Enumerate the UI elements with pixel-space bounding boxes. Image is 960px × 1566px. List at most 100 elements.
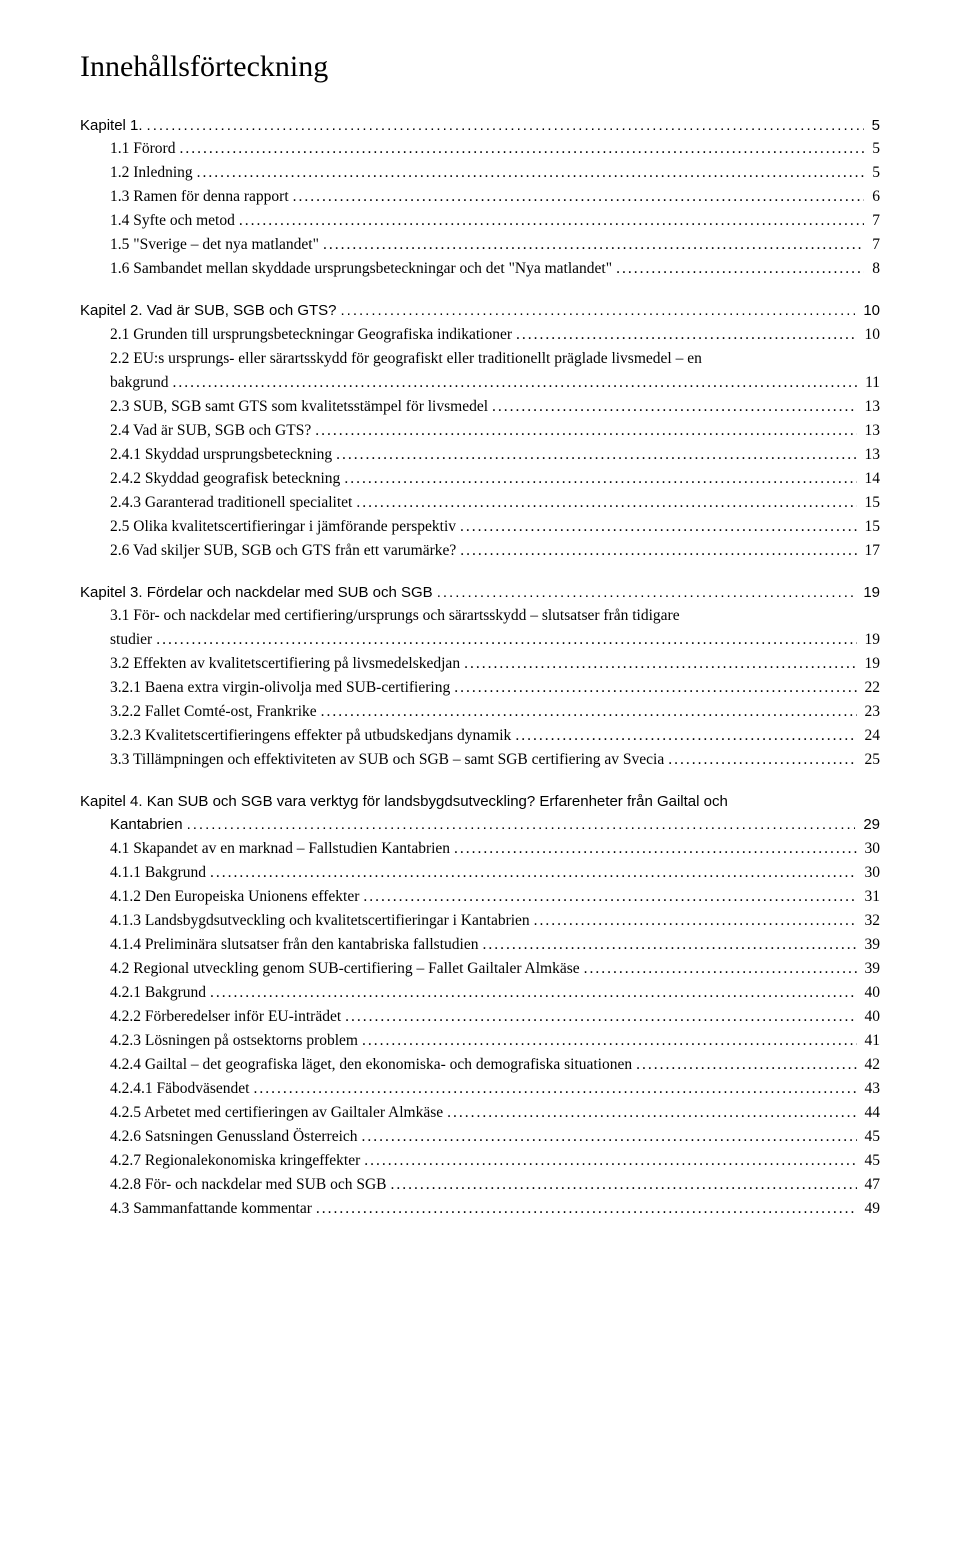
toc-entry-page: 47 <box>861 1173 881 1197</box>
toc-entry: 4.2.8 För- och nackdelar med SUB och SGB… <box>80 1173 880 1197</box>
toc-leader <box>391 1173 857 1197</box>
toc-entry-label: 4.2.3 Lösningen på ostsektorns problem <box>110 1029 358 1053</box>
toc-entry: 4.2.1 Bakgrund40 <box>80 981 880 1005</box>
toc-chapter-page: 29 <box>859 813 880 836</box>
toc-section: Kapitel 3. Fördelar och nackdelar med SU… <box>80 581 880 772</box>
toc-entry-page: 5 <box>868 161 880 185</box>
toc-entry-label: 3.1 För- och nackdelar med certifiering/… <box>110 604 680 628</box>
toc-entry: 2.2 EU:s ursprungs- eller särartsskydd f… <box>80 347 880 371</box>
toc-entry: 1.4 Syfte och metod7 <box>80 209 880 233</box>
toc-entry-label: 4.2.7 Regionalekonomiska kringeffekter <box>110 1149 360 1173</box>
toc-entry-page: 31 <box>861 885 881 909</box>
toc-entry-page: 49 <box>861 1197 881 1221</box>
table-of-contents: Kapitel 1. 51.1 Förord51.2 Inledning 5 1.3 … <box>80 114 880 1221</box>
toc-entry-page: 42 <box>861 1053 881 1077</box>
toc-entry: 3.2.3 Kvalitetscertifieringens effekter … <box>80 724 880 748</box>
toc-entry-label: 3.2 Effekten av kvalitetscertifiering på… <box>110 652 460 676</box>
toc-entry-page: 15 <box>861 491 881 515</box>
toc-chapter-page: 19 <box>859 581 880 604</box>
toc-leader <box>147 114 864 137</box>
toc-entry-page: 11 <box>861 371 880 395</box>
toc-entry: 1.6 Sambandet mellan skyddade ursprungsb… <box>80 257 880 281</box>
toc-entry-page: 13 <box>861 443 881 467</box>
toc-entry-page: 45 <box>861 1125 881 1149</box>
toc-entry-label: 4.2.5 Arbetet med certifieringen av Gail… <box>110 1101 443 1125</box>
toc-entry: 3.2 Effekten av kvalitetscertifiering på… <box>80 652 880 676</box>
toc-entry-label: 4.1.1 Bakgrund <box>110 861 206 885</box>
toc-leader <box>454 837 856 861</box>
toc-chapter: Kapitel 4. Kan SUB och SGB vara verktyg … <box>80 790 880 813</box>
toc-leader <box>210 861 856 885</box>
toc-entry-label: 1.2 Inledning <box>110 161 193 185</box>
toc-leader <box>584 957 857 981</box>
toc-entry-page: 45 <box>861 1149 881 1173</box>
toc-entry-page: 40 <box>861 981 881 1005</box>
toc-entry-page: 24 <box>861 724 881 748</box>
toc-entry-page: 39 <box>861 933 881 957</box>
toc-entry: 4.2.3 Lösningen på ostsektorns problem 41 <box>80 1029 880 1053</box>
toc-section: Kapitel 4. Kan SUB och SGB vara verktyg … <box>80 790 880 1221</box>
toc-chapter-page: 10 <box>859 299 880 322</box>
toc-entry-page: 41 <box>861 1029 881 1053</box>
toc-leader <box>460 539 856 563</box>
toc-entry-continuation: studier 19 <box>80 628 880 652</box>
toc-entry-label: 1.6 Sambandet mellan skyddade ursprungsb… <box>110 257 612 281</box>
toc-entry: 2.3 SUB, SGB samt GTS som kvalitetsstämp… <box>80 395 880 419</box>
toc-entry: 4.2.4 Gailtal – det geografiska läget, d… <box>80 1053 880 1077</box>
toc-leader <box>447 1101 856 1125</box>
toc-leader <box>293 185 865 209</box>
toc-entry-page: 7 <box>868 233 880 257</box>
toc-entry-page: 44 <box>861 1101 881 1125</box>
toc-entry: 2.5 Olika kvalitetscertifieringar i jämf… <box>80 515 880 539</box>
toc-entry-label: 1.4 Syfte och metod <box>110 209 235 233</box>
toc-entry-page: 39 <box>861 957 881 981</box>
toc-chapter-page: 5 <box>868 114 880 137</box>
toc-entry-page: 19 <box>861 628 881 652</box>
toc-leader <box>534 909 857 933</box>
toc-entry-label: 4.2 Regional utveckling genom SUB-certif… <box>110 957 580 981</box>
toc-leader <box>253 1077 856 1101</box>
toc-leader <box>362 1125 857 1149</box>
toc-entry-label: 4.2.2 Förberedelser inför EU-inträdet <box>110 1005 341 1029</box>
toc-entry-label-cont: bakgrund <box>110 371 169 395</box>
toc-leader <box>315 419 856 443</box>
toc-entry-label: 4.2.6 Satsningen Genussland Österreich <box>110 1125 358 1149</box>
toc-leader <box>316 1197 857 1221</box>
toc-entry-page: 30 <box>861 837 881 861</box>
toc-entry: 2.4.2 Skyddad geografisk beteckning14 <box>80 467 880 491</box>
toc-entry-label: 4.1.2 Den Europeiska Unionens effekter <box>110 885 359 909</box>
toc-entry-page: 10 <box>861 323 881 347</box>
toc-entry: 1.1 Förord5 <box>80 137 880 161</box>
toc-entry-page: 32 <box>861 909 881 933</box>
toc-entry-label: 4.2.4.1 Fäbodväsendet <box>110 1077 249 1101</box>
toc-leader <box>210 981 856 1005</box>
toc-leader <box>341 299 856 322</box>
toc-chapter-label: Kapitel 4. Kan SUB och SGB vara verktyg … <box>80 790 728 813</box>
toc-entry-label: 3.3 Tillämpningen och effektiviteten av … <box>110 748 664 772</box>
toc-entry-page: 13 <box>861 419 881 443</box>
toc-entry-label: 2.5 Olika kvalitetscertifieringar i jämf… <box>110 515 456 539</box>
toc-chapter-label: Kapitel 1. <box>80 114 143 137</box>
toc-entry-continuation: bakgrund 11 <box>80 371 880 395</box>
toc-entry-page: 6 <box>868 185 880 209</box>
toc-chapter-label: Kapitel 2. Vad är SUB, SGB och GTS? <box>80 299 337 322</box>
toc-leader <box>187 813 856 836</box>
toc-section: Kapitel 2. Vad är SUB, SGB och GTS?102.1… <box>80 299 880 562</box>
toc-chapter-continuation: Kantabrien29 <box>80 813 880 836</box>
toc-entry-page: 25 <box>861 748 881 772</box>
toc-entry-label-cont: studier <box>110 628 152 652</box>
toc-leader <box>437 581 856 604</box>
toc-entry: 4.1.2 Den Europeiska Unionens effekter 31 <box>80 885 880 909</box>
toc-entry-page: 13 <box>861 395 881 419</box>
toc-entry-label: 1.3 Ramen för denna rapport <box>110 185 289 209</box>
toc-leader <box>668 748 856 772</box>
toc-leader <box>321 700 857 724</box>
toc-entry-label: 4.1.4 Preliminära slutsatser från den ka… <box>110 933 478 957</box>
toc-entry-page: 5 <box>868 137 880 161</box>
toc-leader <box>323 233 864 257</box>
toc-leader <box>336 443 856 467</box>
toc-leader <box>482 933 856 957</box>
toc-entry-label: 1.5 "Sverige – det nya matlandet" <box>110 233 319 257</box>
toc-leader <box>464 652 856 676</box>
toc-leader <box>345 1005 856 1029</box>
